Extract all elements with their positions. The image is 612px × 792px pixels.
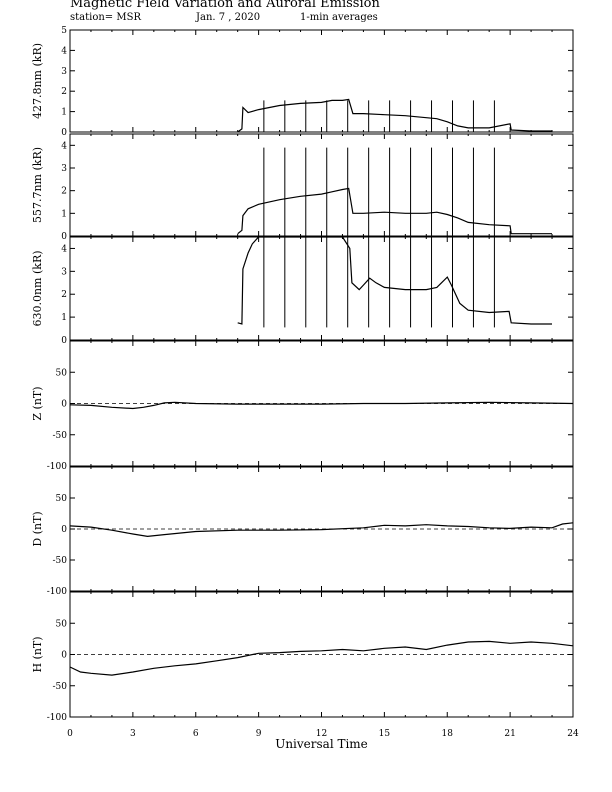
y-tick-label: 0 [61, 128, 67, 138]
y-tick-label: 5 [61, 26, 67, 36]
y-tick-label: -100 [47, 713, 67, 723]
y-tick-label: 1 [61, 209, 67, 219]
series-line [237, 98, 552, 133]
y-tick-label: -50 [53, 556, 68, 566]
x-axis-label: Universal Time [275, 737, 368, 751]
y-tick-label: 0 [61, 400, 67, 410]
chart-title: Magnetic Field Variation and Auroral Emi… [70, 0, 380, 11]
y-tick-label: 4 [61, 141, 67, 151]
x-tick-label: 3 [130, 729, 136, 739]
y-tick-label: 3 [61, 267, 67, 277]
y-tick-label: 3 [61, 67, 67, 77]
x-tick-label: 15 [379, 729, 391, 739]
y-axis-label: 557.7nm (kR) [31, 147, 44, 223]
y-tick-label: -50 [53, 682, 68, 692]
y-tick-label: 0 [61, 651, 67, 661]
y-tick-label: 50 [56, 619, 68, 629]
y-axis-label: H (nT) [31, 636, 44, 672]
y-tick-label: 1 [61, 313, 67, 323]
averaging-label: 1-min averages [300, 12, 378, 23]
series-line [237, 236, 552, 325]
y-tick-label: 50 [56, 368, 68, 378]
series-line [69, 640, 574, 676]
y-tick-label: 2 [61, 187, 67, 197]
y-tick-label: 4 [61, 244, 67, 254]
panel-frame [69, 236, 574, 341]
x-tick-label: 24 [567, 729, 579, 739]
y-tick-label: 1 [61, 108, 67, 118]
x-tick-label: 21 [504, 729, 515, 739]
y-tick-label: 0 [61, 232, 67, 242]
panel-frame [69, 133, 574, 237]
x-tick-label: 12 [316, 729, 327, 739]
y-tick-label: 2 [61, 87, 67, 97]
y-tick-label: 0 [61, 336, 67, 346]
x-tick-label: 0 [67, 729, 73, 739]
y-axis-label: 630.0nm (kR) [31, 250, 44, 326]
y-axis-label: Z (nT) [31, 386, 44, 420]
y-tick-label: 50 [56, 494, 68, 504]
x-tick-label: 9 [256, 729, 262, 739]
panel-frame [69, 29, 574, 133]
x-tick-label: 6 [193, 729, 199, 739]
series-line [237, 187, 552, 235]
date-label: Jan. 7 , 2020 [196, 12, 261, 23]
y-tick-label: 2 [61, 290, 67, 300]
y-tick-label: -50 [53, 431, 68, 441]
y-tick-label: 4 [61, 46, 67, 56]
series-line [69, 522, 574, 538]
station-label: station= MSR [70, 12, 141, 23]
y-axis-label: 427.8nm (kR) [31, 43, 44, 119]
y-tick-label: 0 [61, 525, 67, 535]
y-tick-label: -100 [47, 587, 67, 597]
y-tick-label: 3 [61, 164, 67, 174]
y-axis-label: D (nT) [31, 511, 44, 546]
series-line [69, 401, 574, 410]
x-tick-label: 18 [442, 729, 454, 739]
y-tick-label: -100 [47, 462, 67, 472]
